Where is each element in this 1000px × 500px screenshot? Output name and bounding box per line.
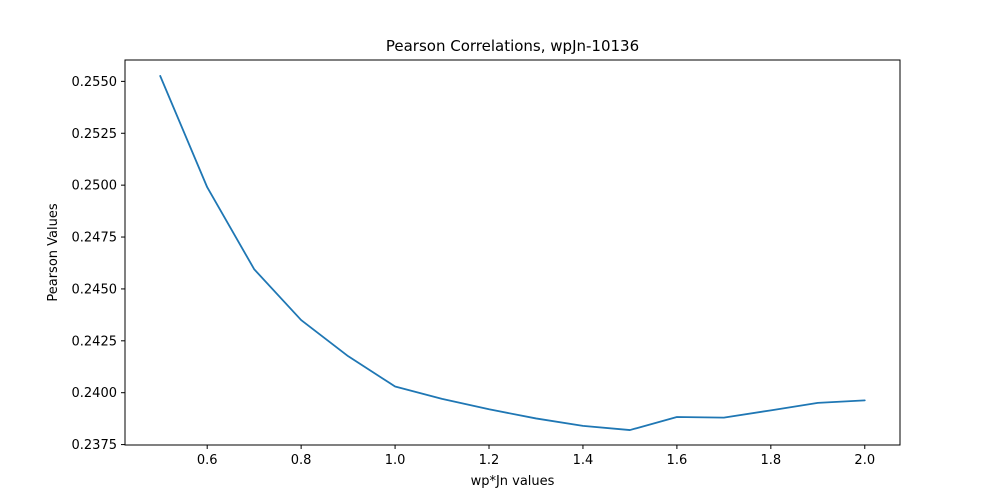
y-tick-label: 0.2450	[72, 282, 118, 297]
y-tick-label: 0.2475	[72, 231, 118, 246]
y-tick-label: 0.2400	[72, 386, 118, 401]
x-axis-label: wp*Jn values	[471, 474, 555, 489]
chart-title: Pearson Correlations, wpJn-10136	[386, 37, 639, 55]
y-tick-label: 0.2550	[72, 75, 118, 90]
y-axis-label: Pearson Values	[46, 203, 61, 301]
y-tick-label: 0.2375	[72, 438, 118, 453]
plot-frame	[124, 59, 901, 446]
x-tick-label: 1.4	[573, 453, 594, 468]
y-tick-label: 0.2500	[72, 179, 118, 194]
x-tick-label: 1.2	[479, 453, 500, 468]
x-tick-label: 0.6	[197, 453, 218, 468]
series-line	[159, 75, 866, 431]
x-tick-label: 2.0	[854, 453, 875, 468]
y-tick-label: 0.2525	[72, 127, 118, 142]
y-tick-label: 0.2425	[72, 334, 118, 349]
x-tick-label: 1.8	[760, 453, 781, 468]
x-tick-label: 1.6	[667, 453, 688, 468]
plot-area	[125, 60, 900, 445]
x-tick-label: 1.0	[385, 453, 406, 468]
x-tick-label: 0.8	[291, 453, 312, 468]
